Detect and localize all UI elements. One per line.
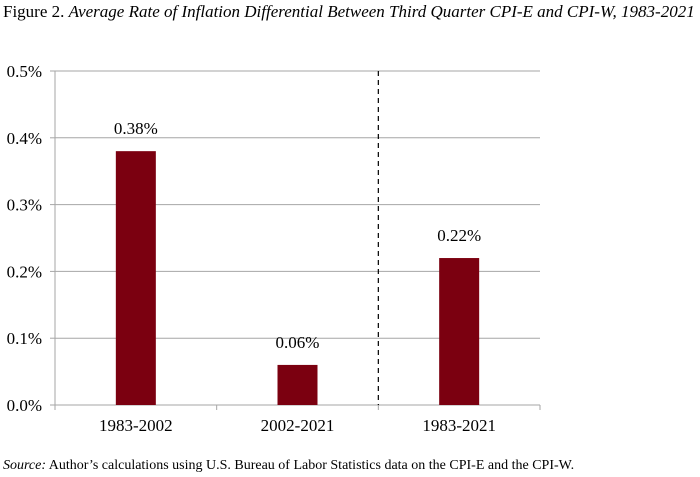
x-tick-label: 1983-2002 bbox=[99, 416, 173, 435]
y-tick-label: 0.2% bbox=[7, 262, 42, 281]
figure-title: Figure 2. Average Rate of Inflation Diff… bbox=[3, 2, 697, 22]
data-label: 0.06% bbox=[276, 333, 320, 352]
y-tick-label: 0.3% bbox=[7, 196, 42, 215]
source-label: Source: bbox=[3, 458, 47, 473]
x-tick-label: 2002-2021 bbox=[261, 416, 335, 435]
data-label: 0.38% bbox=[114, 119, 158, 138]
y-tick-label: 0.1% bbox=[7, 329, 42, 348]
figure-title-text: Average Rate of Inflation Differential B… bbox=[68, 2, 695, 21]
x-tick-label: 1983-2021 bbox=[422, 416, 496, 435]
figure-number: Figure 2. bbox=[3, 2, 65, 21]
y-tick-label: 0.5% bbox=[7, 62, 42, 81]
bar-1983-2021 bbox=[439, 258, 480, 405]
bar-2002-2021 bbox=[277, 364, 318, 405]
source-note: Source: Author’s calculations using U.S.… bbox=[3, 458, 574, 474]
y-tick-label: 0.0% bbox=[7, 396, 42, 415]
data-label: 0.22% bbox=[437, 226, 481, 245]
y-tick-label: 0.4% bbox=[7, 129, 42, 148]
source-text: Author’s calculations using U.S. Bureau … bbox=[48, 458, 575, 473]
bar-1983-2002 bbox=[115, 151, 156, 405]
